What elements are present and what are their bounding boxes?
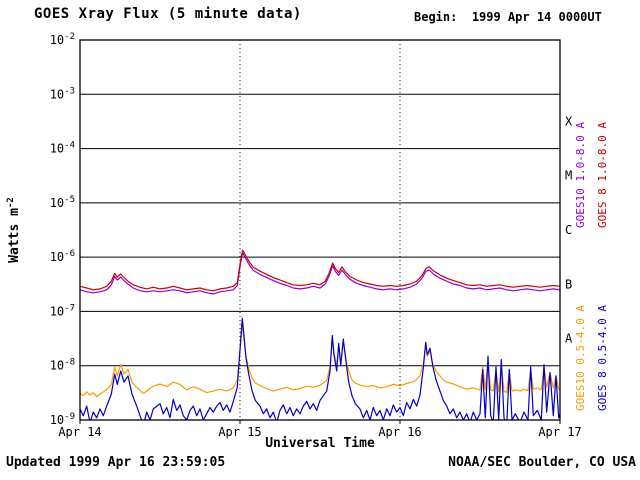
begin-label-text: Begin: <box>414 10 458 24</box>
y-tick-label: 10-8 <box>50 358 75 373</box>
y-tick-label: 10-9 <box>50 412 75 427</box>
plot-frame <box>79 39 561 421</box>
x-tick-label: Apr 14 <box>58 425 101 439</box>
updated-timestamp: Updated 1999 Apr 16 23:59:05 <box>6 455 226 470</box>
y-tick-label: 10-2 <box>50 32 75 47</box>
x-tick-label: Apr 17 <box>538 425 581 439</box>
begin-label: Begin: 1999 Apr 14 0000UT <box>414 10 602 24</box>
legend-label-goes10-0-5-4-0-a: GOES10 0.5-4.0 A <box>574 305 587 411</box>
y-tick-label: 10-6 <box>50 249 75 264</box>
goes-8-0-5-4-0-a-series <box>80 317 560 420</box>
credit-label: NOAA/SEC Boulder, CO USA <box>448 455 636 470</box>
begin-value: 1999 Apr 14 0000UT <box>471 10 602 24</box>
legend-label-goes-8-0-5-4-0-a: GOES 8 0.5-4.0 A <box>596 305 609 411</box>
legend-label-goes-8-1-0-8-0-a: GOES 8 1.0-8.0 A <box>596 122 609 228</box>
y-tick-label: 10-4 <box>50 141 75 156</box>
flare-class-label-c: C <box>565 223 572 237</box>
x-axis-title: Universal Time <box>265 436 375 451</box>
chart-title: GOES Xray Flux (5 minute data) <box>34 6 302 22</box>
flare-class-label-a: A <box>565 332 573 346</box>
flare-class-label-x: X <box>565 114 573 128</box>
y-tick-label: 10-3 <box>50 86 75 101</box>
goes10-1-0-8-0-a-series <box>80 252 560 295</box>
x-tick-label: Apr 16 <box>378 425 421 439</box>
flare-class-label-m: M <box>565 169 572 183</box>
y-tick-label: 10-7 <box>50 303 75 318</box>
y-tick-label: 10-5 <box>50 195 75 210</box>
x-tick-label: Apr 15 <box>218 425 261 439</box>
flare-class-label-b: B <box>565 277 572 291</box>
goes-8-1-0-8-0-a-series <box>80 249 560 292</box>
series-group <box>80 249 560 420</box>
legend-label-goes10-1-0-8-0-a: GOES10 1.0-8.0 A <box>574 122 587 228</box>
